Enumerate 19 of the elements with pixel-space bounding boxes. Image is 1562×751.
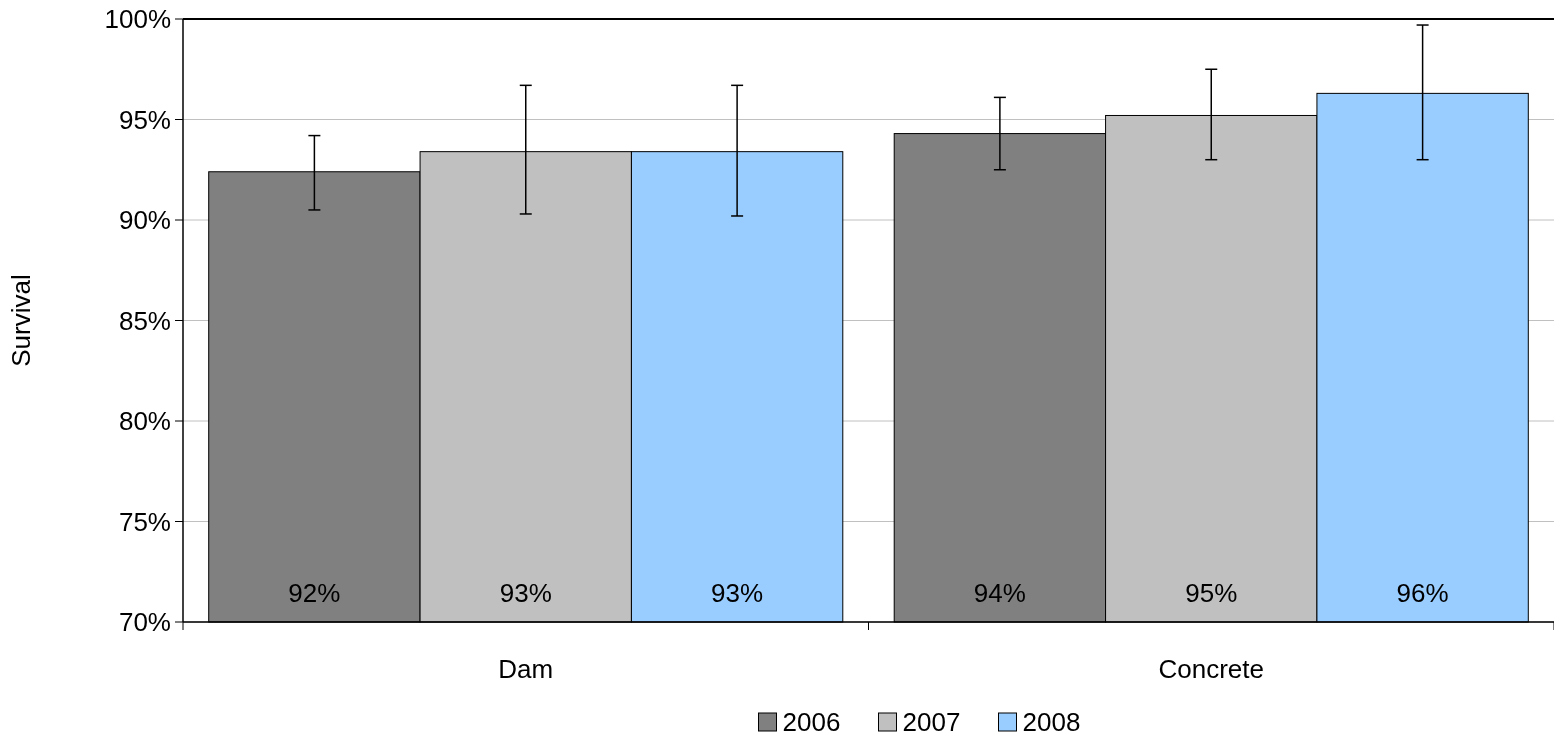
y-axis-title: Survival <box>6 274 36 367</box>
y-tick-label: 90% <box>118 205 171 236</box>
legend-label: 2006 <box>782 707 841 737</box>
y-tick-label: 85% <box>118 305 171 336</box>
legend-label: 2007 <box>902 707 961 737</box>
y-tick-label: 100% <box>104 4 171 35</box>
data-label: 92% <box>288 578 341 608</box>
x-tick-label: Concrete <box>1158 654 1264 684</box>
y-tick-label: 70% <box>118 607 171 638</box>
data-label: 93% <box>711 578 764 608</box>
data-label: 96% <box>1396 578 1449 608</box>
data-label: 94% <box>973 578 1026 608</box>
data-label: 95% <box>1185 578 1238 608</box>
y-tick-label: 80% <box>118 406 171 437</box>
data-label: 93% <box>499 578 552 608</box>
legend-label: 2008 <box>1022 707 1081 737</box>
y-tick-label: 75% <box>118 506 171 537</box>
y-tick-label: 95% <box>118 104 171 135</box>
x-tick-label: Dam <box>498 654 554 684</box>
